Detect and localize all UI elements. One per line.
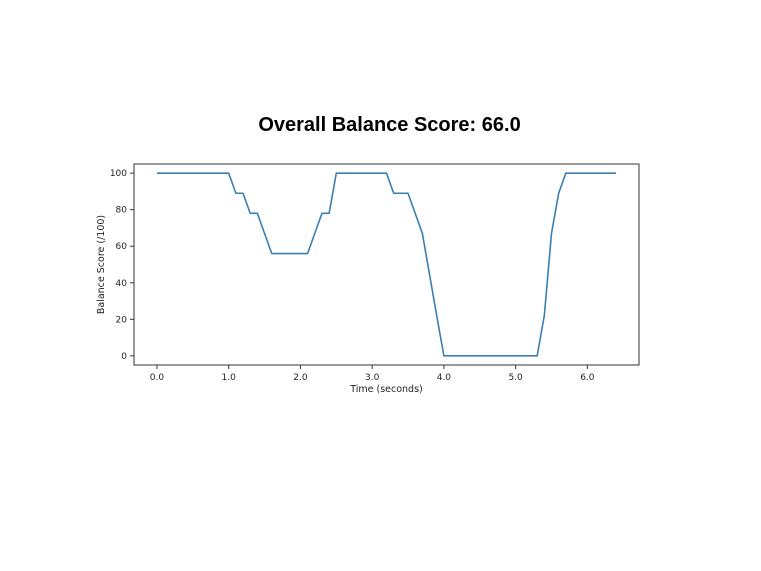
x-axis: 0.0 1.0 2.0 3.0 4.0 5.0 6.0: [150, 365, 595, 383]
y-tick-label: 100: [110, 169, 127, 179]
x-tick-label: 0.0: [150, 373, 165, 383]
chart-title: Overall Balance Score: 66.0: [258, 114, 521, 136]
x-axis-label: Time (seconds): [349, 384, 423, 395]
y-tick-label: 20: [116, 315, 128, 325]
x-tick-label: 4.0: [437, 373, 452, 383]
x-tick-label: 6.0: [580, 373, 595, 383]
y-tick-label: 80: [116, 206, 128, 216]
y-tick-label: 0: [121, 352, 127, 362]
y-tick-label: 60: [116, 242, 128, 252]
x-tick-label: 3.0: [365, 373, 380, 383]
y-axis-label: Balance Score (/100): [96, 215, 107, 314]
plot-frame: [133, 163, 640, 366]
x-tick-label: 5.0: [508, 373, 523, 383]
y-tick-label: 40: [116, 279, 128, 289]
series-line-balance-score: [156, 172, 617, 357]
x-tick-label: 2.0: [293, 373, 308, 383]
y-axis: 0 20 40 60 80 100: [110, 169, 134, 362]
x-tick-label: 1.0: [222, 373, 237, 383]
